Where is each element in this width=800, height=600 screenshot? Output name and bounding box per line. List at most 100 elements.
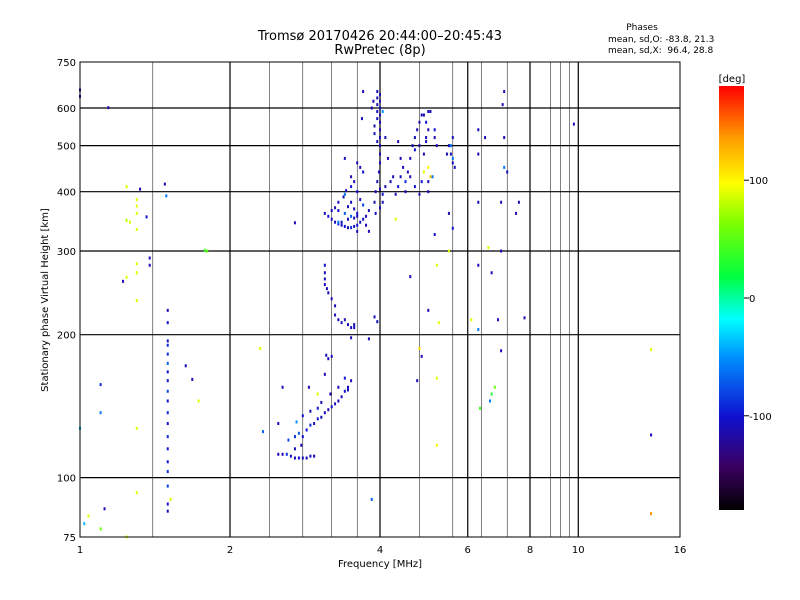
data-point bbox=[293, 221, 296, 225]
data-point bbox=[449, 152, 452, 156]
colorbar bbox=[719, 86, 744, 510]
y-axis: 75 100 200 300 400 500 600 750 bbox=[57, 58, 76, 544]
data-point bbox=[394, 217, 397, 221]
data-point bbox=[418, 144, 421, 148]
x-tick-label: 8 bbox=[527, 545, 533, 556]
data-point bbox=[422, 113, 425, 117]
grid-lines bbox=[80, 62, 680, 537]
data-point bbox=[484, 136, 487, 140]
colorbar-tick-label: 0 bbox=[749, 294, 755, 305]
data-point bbox=[427, 190, 430, 194]
data-point bbox=[166, 484, 169, 488]
data-point bbox=[135, 299, 138, 303]
data-point bbox=[301, 456, 304, 460]
data-point bbox=[330, 354, 333, 358]
data-point bbox=[343, 389, 346, 393]
data-point bbox=[330, 297, 333, 301]
data-point bbox=[327, 214, 330, 218]
data-point bbox=[374, 211, 377, 215]
data-point bbox=[394, 192, 397, 196]
data-point bbox=[99, 527, 102, 531]
data-point bbox=[425, 120, 428, 124]
data-point bbox=[490, 271, 493, 275]
data-point bbox=[453, 165, 456, 169]
data-point bbox=[353, 207, 356, 211]
data-point bbox=[367, 337, 370, 341]
data-point bbox=[166, 321, 169, 325]
data-point bbox=[416, 379, 419, 383]
chart-subtitle: RwPretec (8p) bbox=[334, 43, 425, 58]
data-point bbox=[420, 113, 423, 117]
data-point bbox=[323, 283, 326, 287]
data-point bbox=[289, 454, 292, 458]
data-point bbox=[323, 271, 326, 275]
data-point bbox=[477, 128, 480, 132]
data-point bbox=[334, 304, 337, 308]
data-point bbox=[370, 106, 373, 110]
data-point bbox=[435, 376, 438, 380]
data-point bbox=[329, 392, 332, 396]
data-point bbox=[277, 452, 280, 456]
data-point bbox=[297, 431, 300, 435]
data-point bbox=[381, 109, 384, 113]
data-point bbox=[313, 422, 316, 426]
data-point bbox=[413, 136, 416, 140]
data-point bbox=[429, 109, 432, 113]
data-point bbox=[451, 136, 454, 140]
data-point bbox=[166, 435, 169, 439]
data-point bbox=[451, 161, 454, 165]
data-point bbox=[379, 106, 381, 110]
data-point bbox=[330, 217, 333, 221]
data-point bbox=[350, 379, 353, 383]
data-point bbox=[503, 90, 506, 94]
data-point bbox=[337, 209, 340, 213]
data-point bbox=[135, 211, 138, 215]
data-point bbox=[433, 233, 436, 237]
colorbar-ticks: 100 0 -100 bbox=[744, 176, 772, 423]
x-tick-label: 2 bbox=[227, 545, 233, 556]
data-point bbox=[420, 354, 423, 358]
data-point bbox=[376, 109, 379, 113]
data-point bbox=[135, 227, 138, 231]
data-point bbox=[125, 218, 128, 222]
data-point bbox=[433, 136, 436, 140]
data-point bbox=[437, 321, 440, 325]
data-point bbox=[323, 372, 326, 376]
data-point bbox=[427, 109, 430, 113]
data-point bbox=[103, 507, 106, 511]
data-point bbox=[435, 144, 438, 148]
data-point bbox=[409, 275, 412, 279]
data-point bbox=[337, 385, 340, 389]
y-tick-label: 400 bbox=[57, 188, 76, 199]
data-point bbox=[316, 417, 319, 421]
data-point bbox=[379, 152, 381, 156]
data-point bbox=[399, 156, 402, 160]
data-point bbox=[340, 395, 343, 399]
data-point bbox=[650, 512, 653, 516]
data-point bbox=[370, 497, 373, 501]
data-point bbox=[500, 349, 503, 353]
data-point bbox=[129, 220, 132, 224]
data-point bbox=[425, 136, 428, 140]
data-point bbox=[496, 318, 499, 322]
data-point bbox=[376, 117, 379, 121]
data-point bbox=[477, 152, 480, 156]
data-point bbox=[500, 200, 503, 204]
data-point bbox=[447, 144, 450, 148]
data-point bbox=[362, 90, 365, 94]
data-point bbox=[343, 156, 346, 160]
data-point bbox=[145, 215, 148, 219]
data-point bbox=[345, 189, 348, 193]
data-point bbox=[386, 156, 389, 160]
phases-x-stats: mean, sd,X: 96.4, 28.8 bbox=[608, 46, 714, 56]
data-point bbox=[379, 206, 381, 210]
data-point bbox=[422, 170, 425, 174]
data-point bbox=[506, 170, 509, 174]
data-point bbox=[166, 411, 169, 415]
data-point bbox=[376, 103, 379, 107]
data-point bbox=[346, 388, 349, 392]
data-point bbox=[379, 113, 381, 117]
data-point bbox=[346, 226, 349, 230]
data-point bbox=[343, 318, 346, 322]
data-point bbox=[166, 352, 169, 356]
